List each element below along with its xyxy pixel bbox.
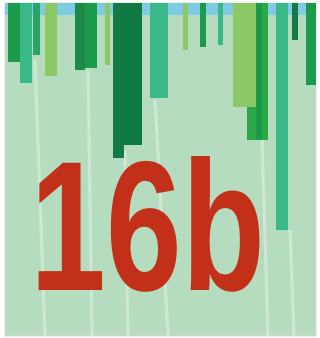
icon: 16b: [0, 0, 319, 338]
page: {"text": "16b"} 16b (() => { const data …: [0, 0, 319, 338]
icon-label: 16b: [30, 124, 265, 330]
